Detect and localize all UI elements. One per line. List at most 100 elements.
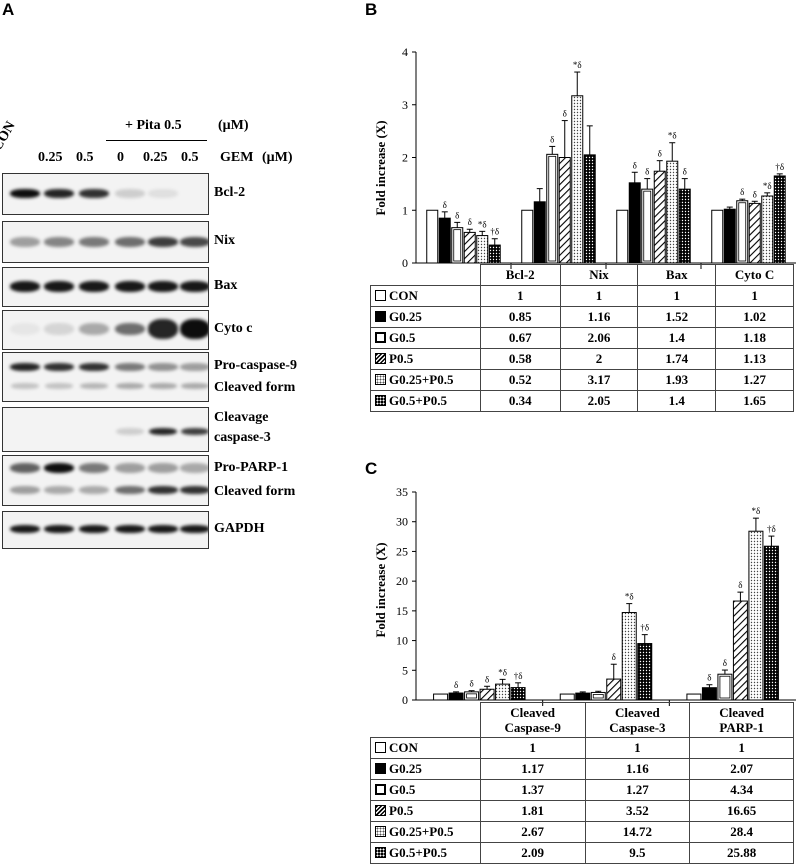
bar (495, 683, 511, 701)
table-cell: 2.09 (479, 842, 586, 864)
blot-band (115, 237, 145, 247)
pita-bracket-line (106, 140, 207, 141)
legend-swatch (375, 847, 386, 858)
bar (426, 209, 439, 264)
lane-label: 0.5 (76, 150, 94, 165)
blot-band (181, 428, 208, 435)
legend-label: G0.5 (389, 330, 416, 345)
panel-label-c: C (365, 459, 378, 478)
y-tick-label: 4 (402, 45, 408, 59)
table-row-label: G0.25 (370, 306, 481, 328)
legend-label: G0.25 (389, 761, 422, 776)
blot-band (180, 281, 208, 292)
blot-band (79, 189, 109, 198)
significance-mark: δ (633, 160, 637, 170)
significance-mark: δ (738, 580, 742, 590)
pita-header: + Pita 0.5 (125, 118, 182, 133)
table-cell: 1.16 (584, 758, 691, 780)
table-row: CON 1 1 1 (370, 737, 794, 759)
lane-label-con: CON (0, 119, 19, 154)
table-cell: 1.16 (559, 306, 639, 328)
blot-band (148, 363, 178, 371)
bar (666, 160, 679, 264)
blot-band (45, 383, 73, 389)
table-row-label: CON (370, 737, 481, 759)
panel-label-b: B (365, 0, 378, 19)
data-table-b: Bcl-2 Nix Bax Cyto C CON 1 1 1 1 G0.25 0… (370, 264, 794, 412)
significance-mark: *δ (752, 506, 761, 516)
table-b-col-header: Nix (559, 264, 639, 286)
bar-inner-outline (719, 675, 731, 699)
table-cell: 1 (689, 737, 794, 759)
bar (521, 209, 534, 264)
table-cell: 1.27 (584, 779, 691, 801)
legend-swatch (375, 826, 386, 837)
blot-strip-bcl2 (2, 173, 209, 215)
significance-mark: δ (612, 652, 616, 662)
table-row: G0.5 0.67 2.06 1.4 1.18 (370, 327, 794, 349)
bar (571, 95, 584, 264)
lane-label: 0.25 (143, 150, 168, 165)
y-tick-label: 15 (396, 604, 408, 618)
table-cell: 1.4 (637, 327, 717, 349)
y-tick-label: 0 (402, 693, 408, 707)
legend-swatch (375, 332, 386, 343)
legend-label: CON (389, 288, 418, 303)
blot-band (115, 525, 145, 533)
bar (686, 693, 702, 701)
table-row-label: G0.25+P0.5 (370, 369, 481, 391)
significance-mark: δ (645, 167, 649, 177)
table-row-label: G0.25 (370, 758, 481, 780)
significance-mark: δ (740, 187, 744, 197)
blot-band (79, 281, 109, 292)
table-cell: 1.27 (715, 369, 794, 391)
legend-label: G0.25+P0.5 (389, 824, 454, 839)
table-cell: 1.13 (715, 348, 794, 370)
significance-mark: δ (485, 674, 489, 684)
table-row: G0.25+P0.5 2.67 14.72 28.4 (370, 821, 794, 843)
blot-band (79, 237, 109, 247)
legend-swatch (375, 290, 386, 301)
legend-label: G0.25+P0.5 (389, 372, 454, 387)
bar-inner-outline (548, 155, 557, 262)
significance-mark: †δ (767, 524, 776, 534)
data-table-c: Cleaved Caspase-9 Cleaved Caspase-3 Cleave… (370, 702, 794, 864)
blot-band (10, 525, 40, 533)
bar (711, 209, 724, 264)
significance-mark: δ (454, 680, 458, 690)
blot-band (44, 237, 74, 247)
y-tick-label: 35 (396, 485, 408, 499)
significance-mark: δ (563, 109, 567, 119)
table-row: P0.5 0.58 2 1.74 1.13 (370, 348, 794, 370)
blot-band (44, 323, 74, 335)
table-c-corner (370, 702, 481, 738)
bar (583, 154, 596, 264)
blot-band (44, 281, 74, 292)
table-c-col-header: Cleaved PARP-1 (689, 702, 794, 738)
col-header-line: Cleaved (615, 705, 660, 720)
blot-strip-bax (2, 267, 209, 307)
bar (621, 612, 637, 701)
legend-label: P0.5 (389, 351, 414, 366)
blot-band (180, 525, 208, 533)
y-tick-label: 20 (396, 574, 408, 588)
blot-band (148, 237, 178, 247)
blot-strip-gapdh (2, 511, 209, 549)
table-b-col-header: Bax (637, 264, 717, 286)
bar-inner-outline (643, 190, 652, 262)
table-cell: 1.4 (637, 390, 717, 412)
significance-mark: *δ (625, 592, 634, 602)
table-cell: 0.67 (479, 327, 561, 349)
table-row-label: P0.5 (370, 348, 481, 370)
blot-band (44, 486, 74, 494)
legend-label: P0.5 (389, 803, 414, 818)
table-cell: 2.67 (479, 821, 586, 843)
blot-strip-caspase3 (2, 407, 209, 452)
col-header-line: Caspase-9 (504, 720, 561, 735)
legend-swatch (375, 353, 386, 364)
panel-label-a: A (2, 0, 15, 19)
table-row-label: G0.25+P0.5 (370, 821, 481, 843)
table-cell: 25.88 (689, 842, 794, 864)
bar (763, 545, 779, 701)
blot-band (44, 525, 74, 533)
